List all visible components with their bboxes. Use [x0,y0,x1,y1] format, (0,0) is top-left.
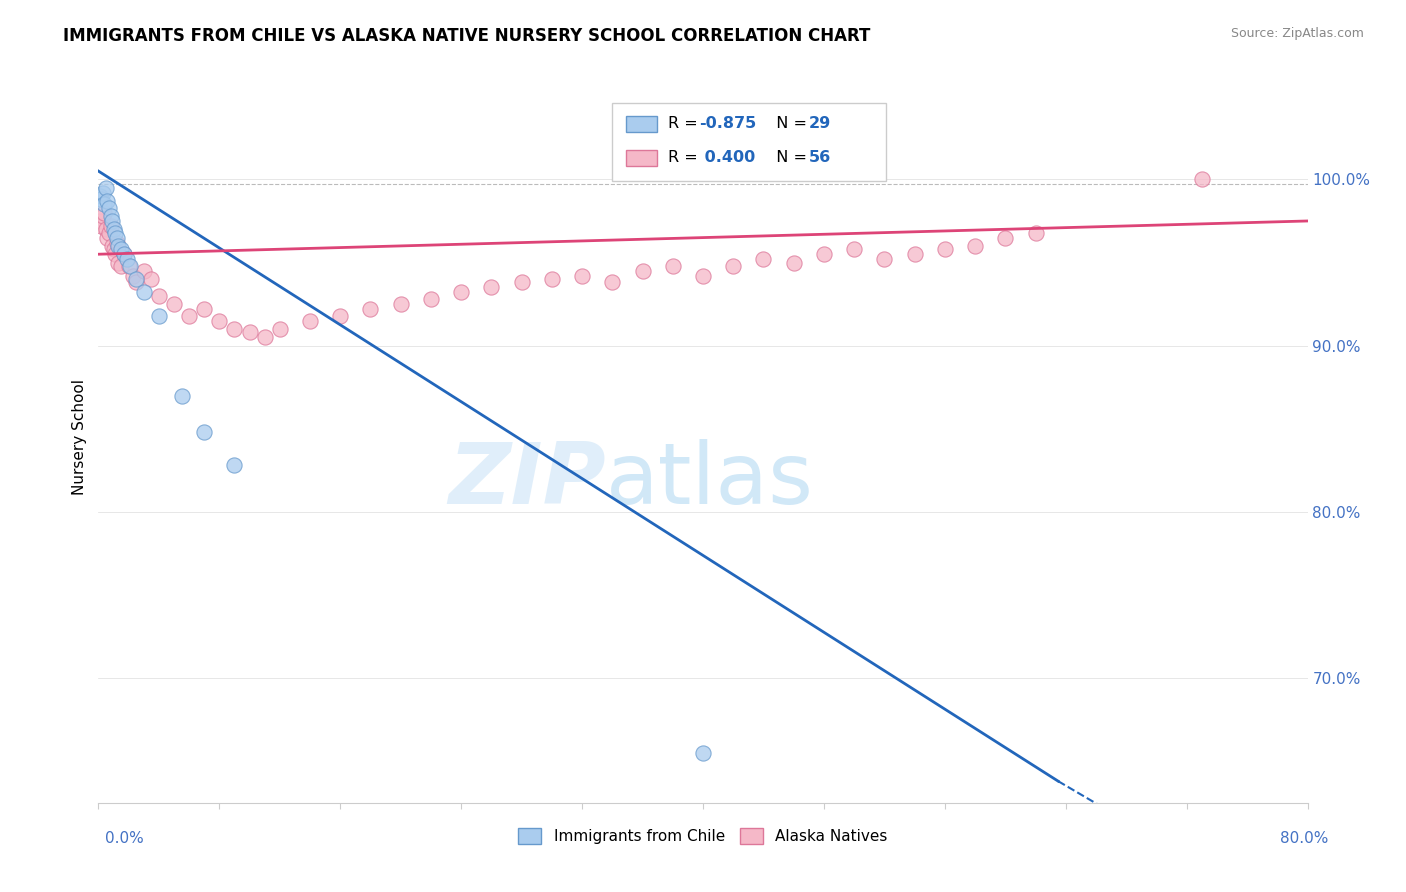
Point [329,309,352,323]
Point [752,252,775,267]
Point [360,301,382,316]
Point [96,230,118,244]
Point [389,297,412,311]
Point [813,247,835,261]
Point [1024,226,1046,240]
Point [1191,172,1213,186]
Point [510,276,533,290]
Point [224,458,246,473]
Point [125,276,148,290]
Point [120,259,142,273]
Point [105,235,128,250]
Point [112,247,135,261]
Point [783,255,806,269]
Point [98,201,121,215]
Point [224,322,246,336]
Point [163,297,186,311]
Point [93,205,115,219]
Point [723,259,745,273]
Point [96,194,118,208]
Point [100,209,122,223]
Point [253,330,276,344]
Point [934,242,956,256]
Point [115,252,138,267]
Point [994,230,1017,244]
Text: 0.400: 0.400 [699,151,755,165]
Point [110,259,132,273]
Point [101,239,124,253]
Point [101,214,124,228]
Point [103,242,125,256]
Point [104,226,127,240]
Point [540,272,562,286]
Point [94,180,117,194]
Point [148,289,170,303]
Point [873,252,896,267]
Point [692,268,714,283]
Point [132,264,155,278]
Text: 80.0%: 80.0% [1281,831,1329,846]
Text: N =: N = [766,117,813,131]
Point [104,247,127,261]
Text: R =: R = [668,117,703,131]
Point [269,322,291,336]
Point [631,264,654,278]
Point [571,268,593,283]
Point [103,222,125,236]
Point [132,285,155,300]
Point [239,326,262,340]
Point [904,247,927,261]
Point [692,746,714,760]
Text: Source: ZipAtlas.com: Source: ZipAtlas.com [1230,27,1364,40]
Point [193,425,215,439]
Point [112,247,135,261]
Point [193,301,215,316]
Point [107,255,129,269]
Point [105,230,128,244]
Point [118,259,141,273]
Text: N =: N = [766,151,813,165]
Point [170,388,193,402]
Point [844,242,866,256]
Text: 0.0%: 0.0% [105,831,145,846]
Point [141,272,163,286]
Y-axis label: Nursery School: Nursery School [72,379,87,495]
Point [94,222,117,236]
Legend: Immigrants from Chile, Alaska Natives: Immigrants from Chile, Alaska Natives [512,822,894,850]
Point [91,186,114,200]
Point [91,209,114,223]
Point [107,239,129,253]
Point [420,292,443,306]
Point [100,219,122,233]
Point [602,276,624,290]
Point [450,285,472,300]
Point [90,219,112,233]
Point [122,268,145,283]
Point [481,280,503,294]
Point [299,314,322,328]
Point [89,189,111,203]
Text: atlas: atlas [606,440,814,523]
Point [110,242,132,256]
Point [965,239,987,253]
Point [148,309,170,323]
Text: ZIP: ZIP [449,440,606,523]
Text: 56: 56 [808,151,831,165]
Text: 29: 29 [808,117,831,131]
Point [208,314,231,328]
Text: R =: R = [668,151,703,165]
Point [661,259,683,273]
Text: IMMIGRANTS FROM CHILE VS ALASKA NATIVE NURSERY SCHOOL CORRELATION CHART: IMMIGRANTS FROM CHILE VS ALASKA NATIVE N… [63,27,870,45]
Point [93,197,115,211]
Text: -0.875: -0.875 [699,117,756,131]
Point [90,192,112,206]
Point [98,226,121,240]
Point [179,309,201,323]
Point [89,214,111,228]
Point [125,272,148,286]
